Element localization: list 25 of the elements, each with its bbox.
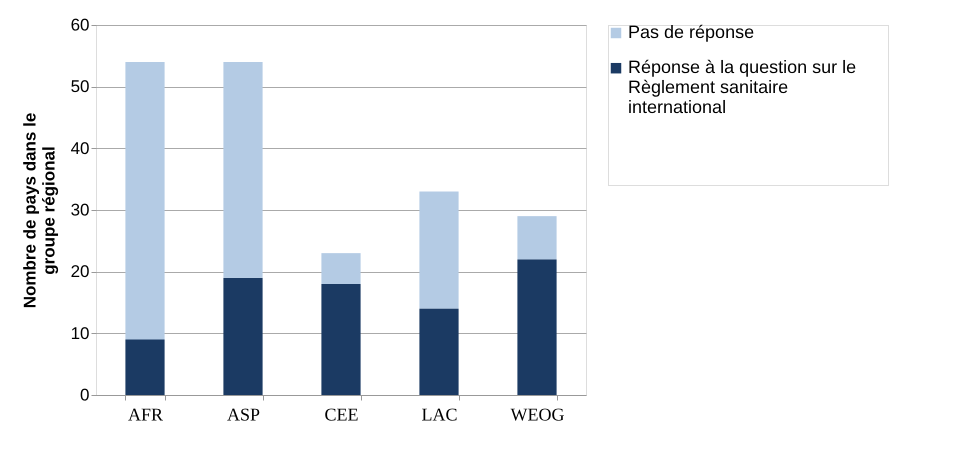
y-tick-label: 30 [70,200,90,220]
y-tick-label: 10 [70,324,90,343]
y-tick-label: 40 [70,138,90,158]
x-tick-label: WEOG [510,404,564,424]
bar [223,62,263,278]
x-tick-label: LAC [422,404,458,424]
y-tick-label: 50 [70,77,90,96]
bar [517,259,557,395]
y-tick-label: 0 [80,386,90,404]
bar [125,340,165,395]
x-tick-label: AFR [128,404,164,424]
y-tick-label: 20 [70,262,90,282]
bar [321,253,361,284]
bar [419,192,459,309]
bar [223,278,263,395]
bar [419,308,459,395]
legend-label: Pas de réponse [628,22,754,42]
y-tick-label: 60 [70,16,90,34]
bar [517,216,557,260]
x-tick-label: CEE [324,404,358,424]
bar [125,62,165,340]
x-tick-label: ASP [226,404,260,424]
bar [321,284,361,395]
legend-label: Réponse à la question sur le Règlement sanitaire international [628,57,856,118]
y-axis-title: Nombre de pays dans le groupe régional [20,112,59,308]
